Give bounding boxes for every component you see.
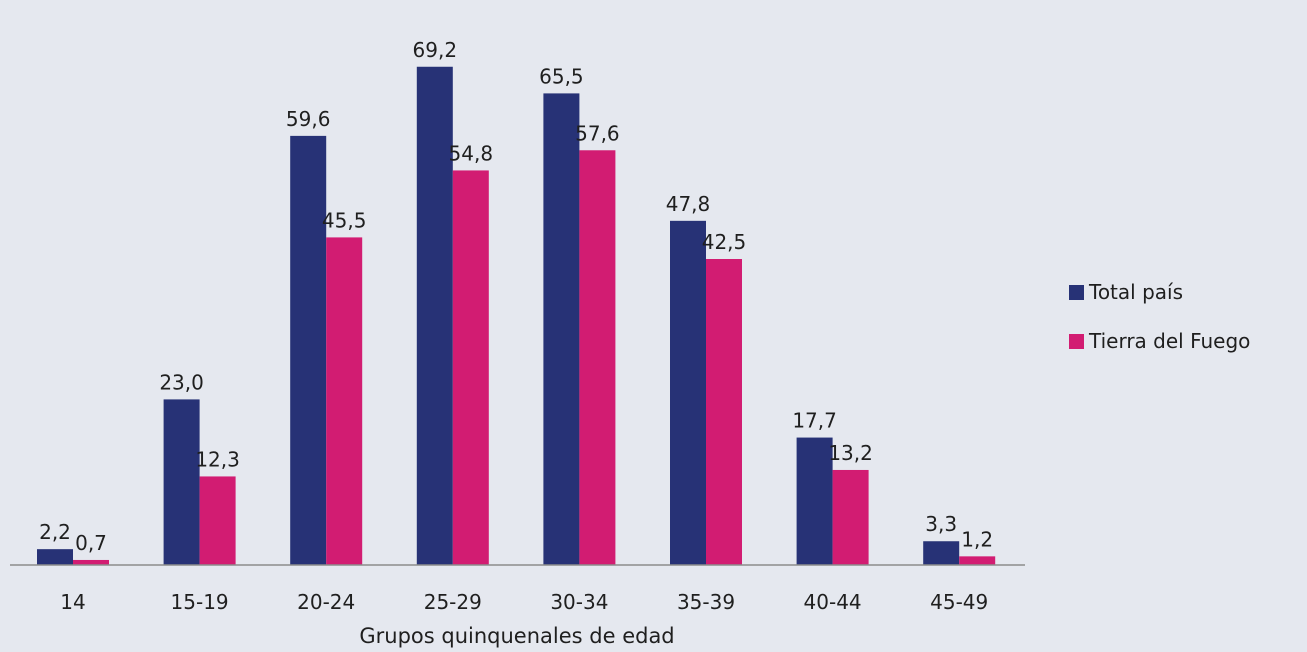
bar-tierra-del-fuego-35-39 [706,259,742,565]
x-tick-label-25-29: 25-29 [424,590,482,614]
value-label-total-pais-40-44: 17,7 [792,409,837,433]
bar-total-pais-40-44 [796,437,833,565]
x-tick-label-20-24: 20-24 [297,590,355,614]
value-label-total-pais-35-39: 47,8 [666,192,711,216]
x-tick-label-35-39: 35-39 [677,590,735,614]
bar-tierra-del-fuego-25-29 [452,170,489,565]
bar-total-pais-20-24 [290,135,327,565]
x-tick-label-40-44: 40-44 [804,590,862,614]
value-label-tierra-del-fuego-40-44: 13,2 [828,441,873,465]
legend-label-tierra-del-fuego: Tierra del Fuego [1088,329,1250,353]
value-label-tierra-del-fuego-20-24: 45,5 [322,208,367,232]
bar-total-pais-14 [37,549,73,565]
value-label-total-pais-45-49: 3,3 [925,512,957,536]
value-label-tierra-del-fuego-35-39: 42,5 [702,230,747,254]
bar-tierra-del-fuego-30-34 [579,150,616,565]
value-label-tierra-del-fuego-45-49: 1,2 [961,527,993,551]
bar-tierra-del-fuego-45-49 [959,556,996,565]
bar-total-pais-45-49 [923,541,960,565]
value-label-total-pais-15-19: 23,0 [159,370,204,394]
bar-tierra-del-fuego-14 [73,559,109,565]
value-label-total-pais-30-34: 65,5 [539,64,584,88]
value-label-tierra-del-fuego-30-34: 57,6 [575,121,620,145]
bar-tierra-del-fuego-40-44 [832,469,869,565]
x-tick-label-14: 14 [60,590,85,614]
legend-label-total-pais: Total país [1088,280,1183,304]
value-label-total-pais-14: 2,2 [39,520,71,544]
value-label-tierra-del-fuego-14: 0,7 [75,531,107,555]
legend: Total país Tierra del Fuego [1069,280,1250,353]
legend-swatch-total-pais [1069,285,1084,300]
x-tick-label-45-49: 45-49 [930,590,988,614]
value-label-total-pais-25-29: 69,2 [413,38,458,62]
x-tick-labels: 14 15-19 20-24 25-29 30-34 35-39 40-44 45-49 [60,590,988,614]
x-tick-label-15-19: 15-19 [171,590,229,614]
x-tick-label-30-34: 30-34 [550,590,608,614]
bar-total-pais-15-19 [163,399,200,565]
bar-total-pais-25-29 [416,66,453,565]
bar-tierra-del-fuego-20-24 [326,237,363,565]
x-axis-title: Grupos quinquenales de edad [359,624,674,648]
bars-group [37,66,996,566]
bar-total-pais-30-34 [543,93,580,566]
value-label-total-pais-20-24: 59,6 [286,107,331,131]
value-label-tierra-del-fuego-25-29: 54,8 [449,141,494,165]
bar-tierra-del-fuego-15-19 [199,476,236,565]
legend-swatch-tierra-del-fuego [1069,334,1084,349]
bar-total-pais-35-39 [670,220,706,565]
value-labels-group: 2,2 0,7 23,0 12,3 59,6 45,5 69,2 54,8 65,5 57,6 47… [39,38,993,555]
value-label-tierra-del-fuego-15-19: 12,3 [195,447,240,471]
